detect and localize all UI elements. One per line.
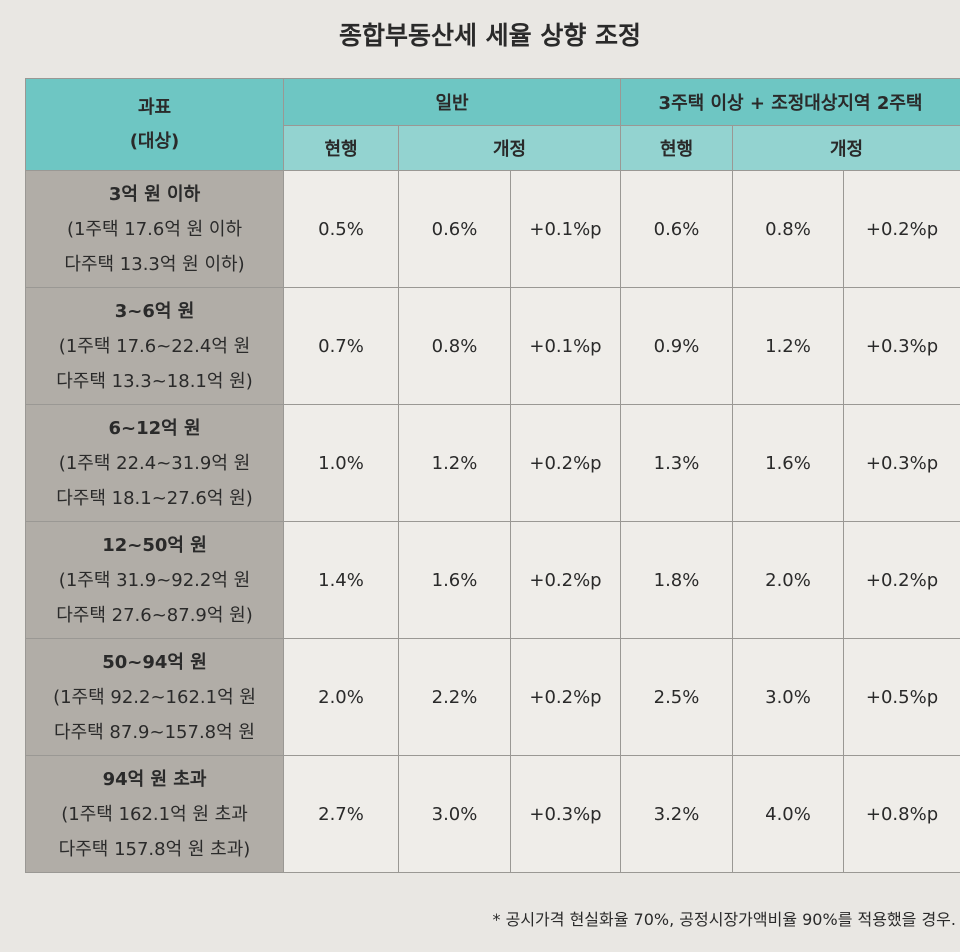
sub-header: 현행 (283, 125, 399, 171)
label-line: 94억 원 초과 (102, 768, 207, 790)
rate-cell: 4.0% (732, 755, 844, 873)
rate-cell: 1.3% (620, 404, 733, 522)
rate-cell: 3.2% (620, 755, 733, 873)
rate-cell: +0.8%p (842, 755, 960, 873)
footnote: * 공시가격 현실화율 70%, 공정시장가액비율 90%를 적용했을 경우. (492, 910, 956, 929)
rate-cell: 0.8% (732, 170, 844, 288)
label-line: (1주택 22.4~31.9억 원 (58, 452, 251, 474)
rate-cell: +0.2%p (842, 521, 960, 639)
label-line: 다주택 87.9~157.8억 원 (54, 721, 255, 743)
rate-cell: 0.6% (398, 170, 511, 288)
rate-cell: 1.2% (398, 404, 511, 522)
header-line: (대상) (129, 130, 180, 152)
label-line: 12~50억 원 (102, 534, 207, 556)
rate-cell: 3.0% (398, 755, 511, 873)
header-label: 과표 (대상) (25, 78, 284, 171)
rate-cell: 2.0% (732, 521, 844, 639)
rate-cell: 1.0% (283, 404, 399, 522)
rate-cell: 0.7% (283, 287, 399, 405)
label-line: 다주택 157.8억 원 초과) (58, 838, 251, 860)
label-line: (1주택 31.9~92.2억 원 (58, 569, 251, 591)
rate-cell: 2.0% (283, 638, 399, 756)
label-line: (1주택 17.6~22.4억 원 (58, 335, 251, 357)
rate-cell: +0.1%p (510, 170, 621, 288)
rate-cell: 1.4% (283, 521, 399, 639)
rate-cell: +0.2%p (510, 521, 621, 639)
rate-cell: 2.2% (398, 638, 511, 756)
rate-table: 과표 (대상) 일반 3주택 이상 + 조정대상지역 2주택 현행 개정 현행 개정 3억 원 … (25, 78, 960, 873)
label-line: 다주택 27.6~87.9억 원) (56, 604, 253, 626)
rate-cell: 0.5% (283, 170, 399, 288)
label-line: (1주택 17.6억 원 이하 (66, 218, 243, 240)
rate-cell: 1.2% (732, 287, 844, 405)
rate-cell: +0.2%p (510, 404, 621, 522)
rate-cell: +0.1%p (510, 287, 621, 405)
rate-cell: +0.3%p (842, 404, 960, 522)
rate-cell: 1.8% (620, 521, 733, 639)
sub-header: 개정 (398, 125, 621, 171)
sub-header: 개정 (731, 125, 960, 171)
header-line: 과표 (137, 96, 172, 118)
label-line: 6~12억 원 (108, 417, 201, 439)
rate-cell: +0.5%p (842, 638, 960, 756)
rate-cell: 3.0% (732, 638, 844, 756)
rate-cell: 2.7% (283, 755, 399, 873)
rate-cell: +0.2%p (842, 170, 960, 288)
rate-cell: +0.2%p (510, 638, 621, 756)
rate-cell: 0.6% (620, 170, 733, 288)
label-line: 다주택 13.3억 원 이하) (64, 253, 245, 275)
label-line: 3억 원 이하 (108, 183, 201, 205)
rate-cell: 1.6% (398, 521, 511, 639)
rate-cell: +0.3%p (842, 287, 960, 405)
header-row: 과표 (대상) 일반 3주택 이상 + 조정대상지역 2주택 (25, 78, 960, 171)
group-header: 3주택 이상 + 조정대상지역 2주택 (619, 78, 960, 126)
sub-header: 현행 (620, 125, 733, 171)
rate-cell: 0.9% (620, 287, 733, 405)
label-line: 다주택 13.3~18.1억 원) (56, 370, 253, 392)
label-line: 다주택 18.1~27.6억 원) (56, 487, 253, 509)
group-header: 일반 (283, 78, 621, 126)
rate-cell: 1.6% (732, 404, 844, 522)
rate-cell: +0.3%p (510, 755, 621, 873)
header-row: 현행 개정 현행 개정 (26, 125, 960, 171)
rate-cell: 2.5% (620, 638, 733, 756)
title: 종합부동산세 세율 상향 조정 (338, 21, 642, 50)
label-line: 50~94억 원 (102, 651, 207, 673)
label-line: (1주택 162.1억 원 초과 (61, 803, 248, 825)
rate-cell: 0.8% (398, 287, 511, 405)
label-line: (1주택 92.2~162.1억 원 (53, 686, 256, 708)
label-line: 3~6억 원 (114, 300, 195, 322)
